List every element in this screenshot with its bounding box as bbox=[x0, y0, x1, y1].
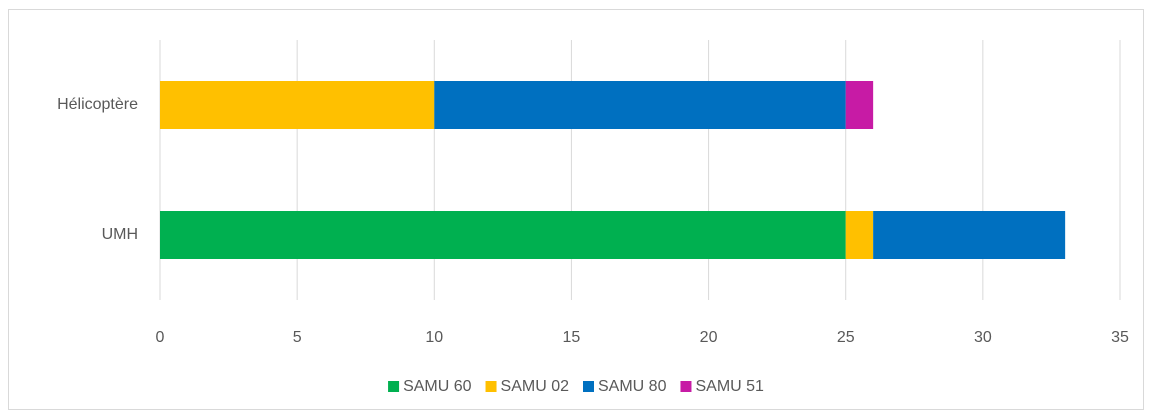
x-tick-label: 35 bbox=[1111, 329, 1129, 346]
bar-segment bbox=[434, 81, 846, 129]
x-tick-label: 10 bbox=[425, 329, 443, 346]
bar-segment bbox=[160, 81, 435, 129]
x-tick-label: 25 bbox=[837, 329, 855, 346]
bar-segment bbox=[845, 211, 874, 259]
y-tick-label: UMH bbox=[102, 226, 138, 243]
x-tick-label: 15 bbox=[563, 329, 581, 346]
legend-swatch bbox=[485, 381, 497, 392]
legend-swatch bbox=[583, 381, 594, 392]
x-tick-label: 0 bbox=[156, 329, 165, 346]
y-tick-label: Hélicoptère bbox=[57, 96, 138, 113]
legend-label: SAMU 80 bbox=[598, 378, 667, 395]
chart-border bbox=[8, 9, 1144, 410]
legend-swatch bbox=[680, 381, 692, 392]
legend-swatch bbox=[388, 381, 400, 392]
bar-segment bbox=[873, 211, 1066, 259]
legend-label: SAMU 60 bbox=[403, 378, 472, 395]
legend-label: SAMU 51 bbox=[695, 378, 764, 395]
x-tick-label: 5 bbox=[293, 329, 302, 346]
bar-segment bbox=[160, 211, 846, 259]
legend-label: SAMU 02 bbox=[501, 378, 570, 395]
bar-segment bbox=[845, 81, 874, 129]
x-tick-label: 20 bbox=[700, 329, 718, 346]
x-tick-label: 30 bbox=[974, 329, 992, 346]
